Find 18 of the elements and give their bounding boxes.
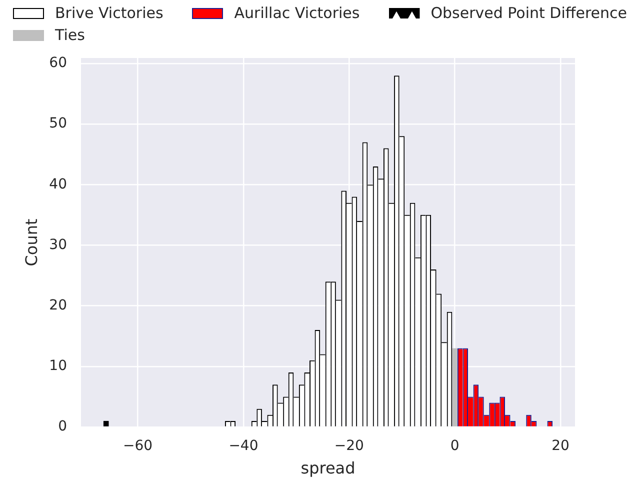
y-axis-title: Count [22, 218, 41, 266]
x-tick-label: −40 [228, 438, 258, 454]
x-tick-label: −20 [334, 438, 364, 454]
x-axis-title: spread [300, 458, 356, 478]
y-tick-label: 0 [58, 418, 67, 435]
legend-label: Observed Point Difference [430, 4, 627, 22]
y-tick-label: 40 [49, 176, 67, 192]
x-tick-label: 0 [450, 438, 460, 454]
y-tick-label: 60 [49, 55, 67, 72]
legend-label: Brive Victories [55, 4, 164, 22]
x-tick-label: −60 [123, 438, 153, 454]
x-tick-label: 20 [552, 438, 570, 454]
legend-label: Aurillac Victories [234, 4, 360, 22]
y-tick-label: 30 [49, 236, 67, 253]
y-tick-label: 10 [49, 358, 67, 374]
y-tick-label: 50 [49, 116, 67, 132]
legend-label: Ties [55, 26, 85, 44]
y-tick-label: 20 [49, 297, 67, 314]
